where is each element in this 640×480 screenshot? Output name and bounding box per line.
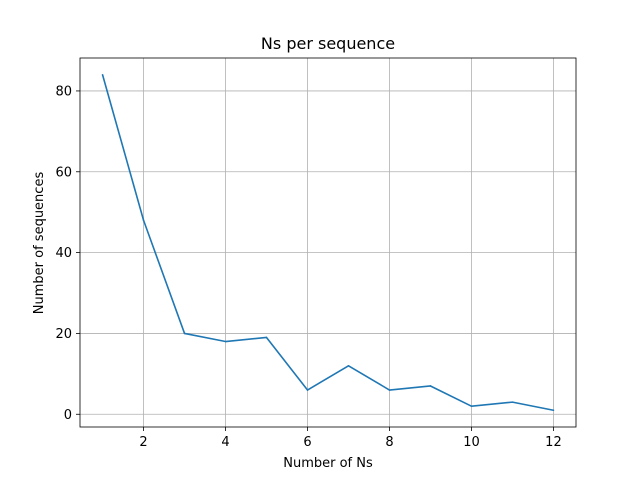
x-gridlines (143, 58, 554, 427)
y-tick-label: 60 (55, 165, 72, 180)
x-tick-label: 8 (385, 435, 393, 450)
data-point (183, 332, 186, 335)
data-point (470, 405, 473, 407)
data-point (511, 401, 514, 403)
x-axis-ticks: 2 4 6 8 10 12 (139, 427, 562, 450)
y-tick-label: 80 (55, 84, 72, 99)
plot-frame (79, 57, 577, 428)
x-axis-label: Number of Ns (283, 456, 373, 471)
y-tick-label: 0 (64, 408, 72, 423)
x-tick-label: 12 (545, 435, 562, 450)
y-axis-ticks: 0 20 40 60 80 (55, 84, 80, 423)
data-point (429, 385, 432, 387)
y-axis-label: Number of sequences (32, 172, 47, 315)
data-point (142, 219, 145, 222)
chart-title: Ns per sequence (261, 34, 395, 53)
data-point (552, 409, 555, 412)
y-tick-label: 40 (55, 246, 72, 261)
x-tick-label: 2 (139, 435, 147, 450)
data-point (306, 389, 309, 391)
data-point (265, 336, 268, 339)
y-gridlines (80, 90, 576, 415)
x-tick-label: 6 (303, 435, 311, 450)
series-points (101, 73, 555, 412)
data-point (347, 364, 350, 367)
x-tick-label: 10 (463, 435, 480, 450)
x-tick-label: 4 (221, 435, 229, 450)
series-line (101, 74, 554, 412)
data-point (101, 73, 104, 76)
data-point (388, 389, 391, 391)
y-tick-label: 20 (55, 327, 72, 342)
data-point (224, 340, 227, 343)
